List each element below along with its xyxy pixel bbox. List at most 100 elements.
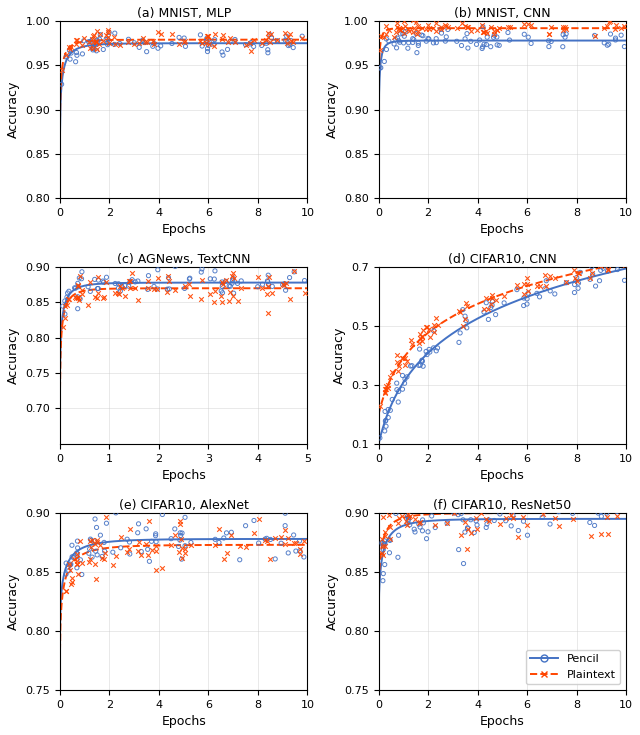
- Point: [141, 46, 152, 57]
- Point: [133, 536, 143, 548]
- Point: [421, 321, 431, 333]
- Point: [408, 26, 418, 37]
- Point: [299, 535, 309, 547]
- Point: [217, 296, 227, 308]
- Point: [407, 338, 417, 350]
- Point: [94, 33, 104, 45]
- Point: [141, 36, 152, 48]
- Point: [481, 292, 492, 304]
- Point: [413, 517, 424, 529]
- Point: [589, 520, 600, 531]
- Point: [227, 277, 237, 289]
- Point: [596, 265, 606, 276]
- Point: [545, 285, 556, 297]
- Point: [540, 269, 550, 281]
- Point: [518, 515, 529, 527]
- Point: [202, 31, 212, 43]
- Point: [596, 503, 607, 514]
- Point: [499, 290, 509, 302]
- Point: [235, 554, 245, 566]
- Point: [225, 35, 236, 47]
- Point: [202, 37, 212, 49]
- Point: [175, 527, 186, 539]
- Point: [403, 511, 413, 523]
- Point: [257, 40, 267, 51]
- Point: [384, 35, 394, 47]
- Point: [225, 32, 236, 44]
- Point: [599, 22, 609, 34]
- Point: [541, 275, 552, 287]
- Point: [462, 28, 472, 40]
- Point: [93, 271, 104, 283]
- Point: [575, 257, 585, 268]
- Point: [280, 277, 291, 289]
- Point: [385, 534, 395, 545]
- Point: [99, 276, 109, 288]
- Point: [156, 29, 166, 40]
- Point: [220, 275, 230, 287]
- Point: [518, 279, 529, 290]
- Point: [163, 283, 173, 295]
- Point: [477, 41, 488, 53]
- Point: [482, 496, 492, 508]
- Point: [109, 38, 120, 50]
- Point: [611, 24, 621, 35]
- Point: [418, 360, 428, 372]
- Point: [483, 515, 493, 527]
- Point: [397, 370, 408, 381]
- Point: [380, 386, 390, 398]
- Point: [218, 29, 228, 40]
- Point: [379, 32, 389, 43]
- Point: [591, 280, 601, 292]
- Point: [589, 30, 600, 42]
- Point: [449, 507, 460, 519]
- Point: [217, 281, 227, 293]
- Point: [241, 39, 251, 51]
- Point: [289, 529, 299, 541]
- Point: [585, 272, 595, 284]
- Point: [77, 288, 87, 300]
- Point: [262, 532, 272, 544]
- Point: [430, 520, 440, 531]
- Point: [413, 518, 424, 530]
- Point: [157, 562, 168, 573]
- Point: [166, 533, 176, 545]
- Point: [418, 8, 428, 20]
- Point: [284, 40, 294, 51]
- Point: [143, 284, 153, 295]
- Point: [602, 40, 612, 51]
- Point: [500, 515, 511, 527]
- Point: [422, 348, 432, 360]
- Point: [124, 33, 134, 45]
- Point: [232, 278, 243, 290]
- Point: [248, 40, 259, 52]
- Point: [152, 283, 163, 295]
- Point: [147, 536, 157, 548]
- Point: [403, 519, 413, 531]
- Point: [70, 290, 80, 302]
- Title: (d) CIFAR10, CNN: (d) CIFAR10, CNN: [448, 253, 557, 266]
- Point: [460, 21, 470, 32]
- Title: (f) CIFAR10, ResNet50: (f) CIFAR10, ResNet50: [433, 499, 572, 512]
- Point: [64, 293, 74, 304]
- Point: [453, 501, 463, 512]
- Point: [263, 269, 273, 281]
- Point: [568, 513, 578, 525]
- Point: [92, 537, 102, 548]
- Point: [67, 539, 77, 551]
- Point: [543, 490, 553, 502]
- Point: [519, 287, 529, 299]
- Point: [99, 537, 109, 548]
- Point: [378, 549, 388, 561]
- Point: [276, 537, 286, 549]
- Point: [175, 534, 186, 545]
- Point: [611, 32, 621, 44]
- Point: [494, 40, 504, 51]
- Point: [84, 556, 94, 568]
- Point: [477, 26, 488, 38]
- Point: [153, 272, 163, 284]
- Point: [611, 34, 621, 46]
- Point: [294, 535, 305, 547]
- Point: [132, 545, 143, 557]
- Point: [570, 273, 580, 284]
